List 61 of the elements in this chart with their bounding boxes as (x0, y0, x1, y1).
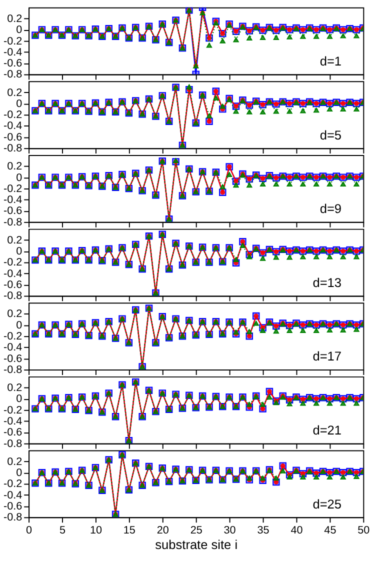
x-tick-label: 25 (190, 524, 202, 536)
y-tick-label: 0 (16, 393, 22, 406)
y-tick-label: 0 (16, 172, 22, 184)
y-tick-label: -0.8 (4, 290, 22, 302)
y-tick-label: -0.4 (4, 46, 22, 58)
y-tick-label: -0.6 (4, 131, 22, 144)
y-tick-label: -0.8 (4, 438, 22, 450)
y-tick-label: -0.2 (4, 256, 22, 269)
y-tick-label: 0 (16, 246, 22, 258)
y-tick-label: 0.2 (7, 308, 22, 320)
x-axis-title: substrate site i (155, 537, 238, 552)
y-tick-label: 0 (16, 467, 22, 480)
y-tick-label: 0.2 (7, 86, 22, 99)
y-tick-label: 0.2 (7, 12, 22, 25)
y-tick-label: -0.6 (4, 58, 22, 70)
y-tick-label: -0.4 (4, 194, 22, 206)
annotation: d=5 (320, 127, 342, 142)
y-tick-label: 0.2 (7, 382, 22, 394)
annotation: d=21 (312, 422, 342, 438)
x-tick-label: 45 (324, 524, 336, 536)
y-tick-label: 0 (16, 98, 22, 110)
y-tick-label: -0.8 (4, 142, 22, 155)
y-tick-label: 0 (16, 24, 22, 36)
x-tick-label: 5 (59, 524, 66, 536)
y-tick-label: -0.2 (4, 404, 22, 416)
x-tick-label: 15 (123, 524, 136, 536)
x-tick-label: 30 (224, 524, 236, 536)
x-tick-label: 20 (156, 524, 169, 536)
annotation: d=25 (312, 496, 342, 512)
x-tick-label: 0 (26, 524, 32, 536)
y-tick-label: 0.2 (7, 456, 22, 468)
x-tick-label: 35 (257, 524, 270, 536)
annotation: d=17 (312, 348, 342, 364)
y-tick-label: -0.4 (4, 268, 22, 280)
y-tick-label: -0.6 (4, 426, 22, 439)
x-tick-label: 50 (358, 524, 370, 536)
y-tick-label: -0.2 (4, 109, 22, 122)
y-tick-label: -0.8 (4, 512, 22, 524)
y-tick-label: -0.6 (4, 205, 22, 218)
y-tick-label: -0.8 (4, 68, 22, 81)
y-tick-label: -0.4 (4, 120, 22, 132)
y-tick-label: -0.4 (4, 489, 22, 502)
y-tick-label: 0.2 (7, 234, 22, 246)
y-tick-label: 0 (16, 319, 22, 332)
y-tick-label: -0.6 (4, 352, 22, 365)
y-tick-label: -0.2 (4, 182, 22, 195)
annotation: d=1 (320, 53, 342, 68)
y-tick-label: -0.2 (4, 330, 22, 343)
x-tick-label: 40 (290, 524, 303, 536)
y-tick-label: -0.8 (4, 216, 22, 228)
y-tick-label: -0.6 (4, 279, 22, 292)
y-tick-label: -0.4 (4, 416, 22, 428)
x-tick-label: 10 (90, 524, 102, 536)
annotation: d=13 (312, 274, 342, 290)
y-tick-label: -0.8 (4, 364, 22, 376)
y-tick-label: -0.4 (4, 342, 22, 354)
y-tick-label: -0.6 (4, 500, 22, 512)
annotation: d=9 (320, 201, 342, 216)
y-tick-label: -0.2 (4, 35, 22, 48)
y-tick-label: 0.2 (7, 160, 22, 173)
y-tick-label: -0.2 (4, 478, 22, 490)
